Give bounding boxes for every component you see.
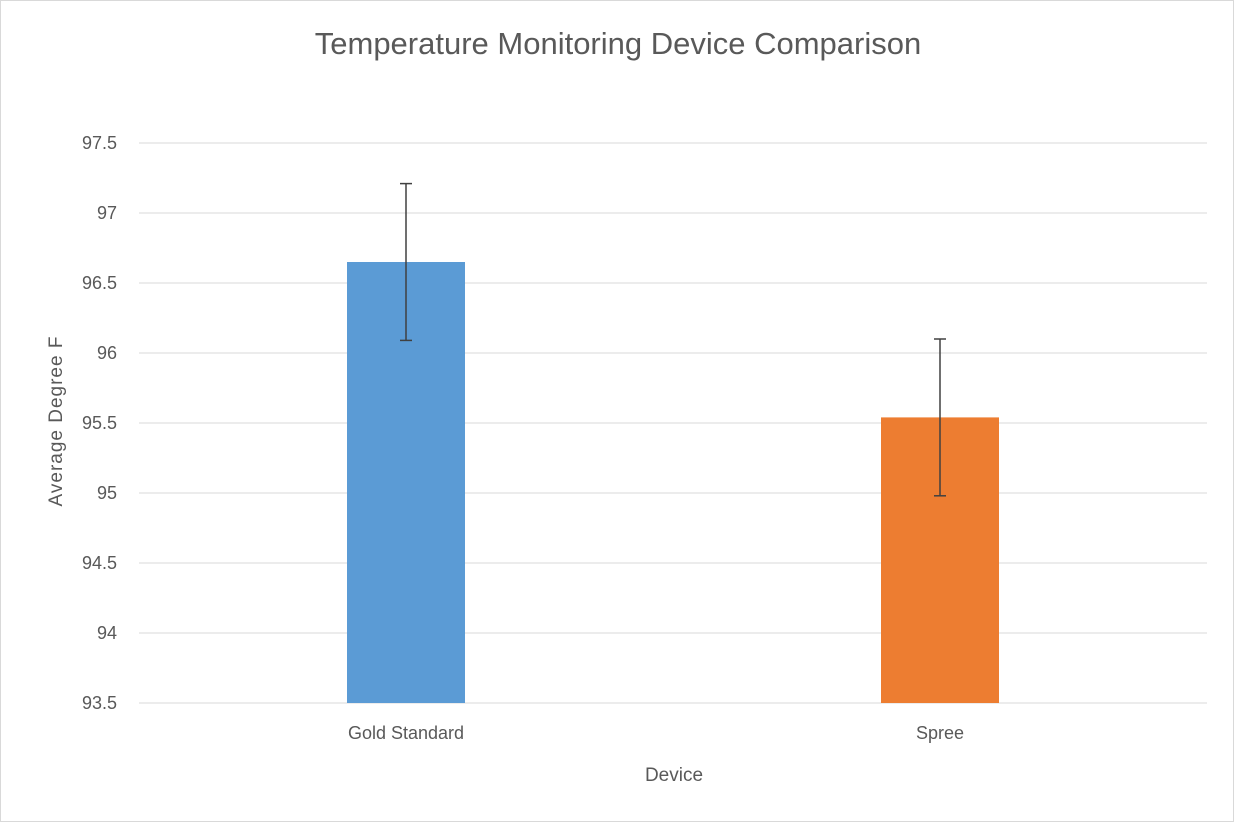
error-bars <box>400 182 946 497</box>
y-tick-label: 94 <box>97 623 117 643</box>
y-tick-label: 95 <box>97 483 117 503</box>
y-tick-label: 96.5 <box>82 273 117 293</box>
y-tick-label: 94.5 <box>82 553 117 573</box>
x-axis-label: Device <box>645 765 703 786</box>
error-bar <box>400 182 412 342</box>
error-bar <box>934 338 946 497</box>
y-tick-label: 95.5 <box>82 413 117 433</box>
y-axis-ticks: 93.5 94 94.5 95 95.5 96 96.5 97 97.5 <box>82 133 117 713</box>
bars <box>347 262 999 703</box>
gridlines <box>139 142 1207 704</box>
y-tick-label: 97 <box>97 203 117 223</box>
x-axis-ticks: Gold Standard Spree <box>348 723 964 743</box>
y-tick-label: 96 <box>97 343 117 363</box>
y-axis-label: Average Degree F <box>46 336 67 507</box>
y-tick-label: 97.5 <box>82 133 117 153</box>
x-tick-label: Spree <box>916 723 964 743</box>
y-tick-label: 93.5 <box>82 693 117 713</box>
x-tick-label: Gold Standard <box>348 723 464 743</box>
chart-title: Temperature Monitoring Device Comparison <box>315 26 921 61</box>
